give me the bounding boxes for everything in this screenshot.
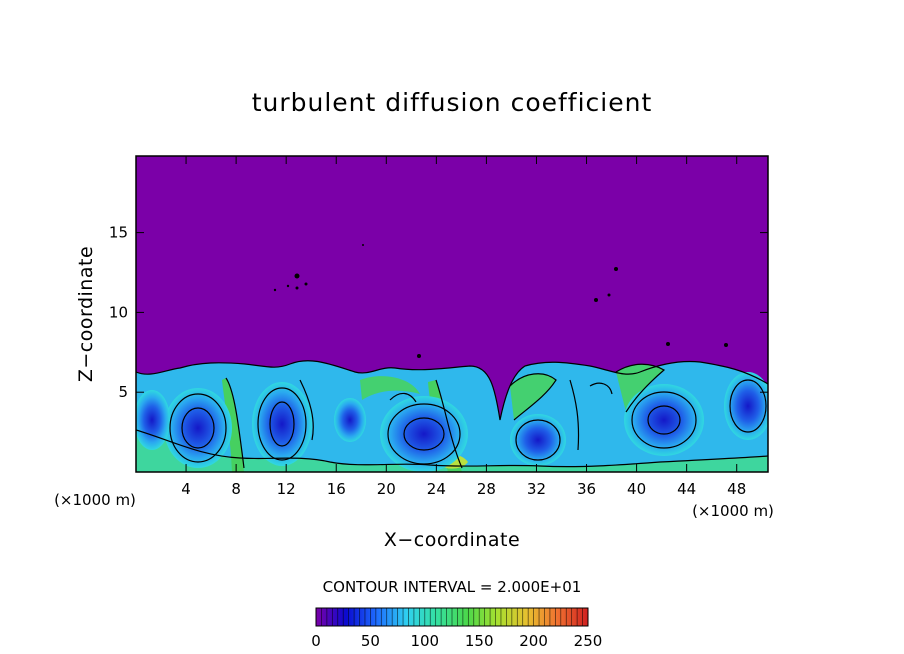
colorbar-tick-label: 0	[311, 632, 321, 650]
vortex-core-8	[334, 398, 366, 442]
x-tick-label: 40	[627, 480, 646, 498]
vortex-core-1	[164, 388, 232, 468]
plot-frame	[135, 155, 769, 473]
green-wave-edge	[616, 364, 664, 412]
x-tick-label: 8	[231, 480, 241, 498]
colorbar-tick-label: 200	[519, 632, 548, 650]
x-tick-label: 24	[427, 480, 446, 498]
isolated-contour-specks	[273, 244, 728, 358]
x-unit-label-right: (×1000 m)	[692, 502, 774, 520]
x-tick-label: 36	[577, 480, 596, 498]
x-tick-label: 20	[377, 480, 396, 498]
colorbar-tick-label: 50	[361, 632, 380, 650]
green-wave-mid	[360, 376, 420, 400]
colorbar-tick-label: 250	[574, 632, 603, 650]
vortex-core-4	[510, 414, 566, 466]
x-tick-label: 12	[277, 480, 296, 498]
colorbar-tick-labels: 0 50 100 150 200 250	[311, 632, 602, 650]
colorbar: 0 50 100 150 200 250	[311, 607, 602, 650]
x-tick-label: 4	[181, 480, 191, 498]
green-column-left	[222, 378, 244, 472]
vortex-core-7	[136, 390, 170, 450]
colorbar-stripes	[321, 608, 583, 626]
x-unit-label-left: (×1000 m)	[54, 491, 136, 509]
x-axis-ticks: 4 8 12 16 20 24 28 32 36 40 44 48	[181, 156, 746, 498]
chart-title: turbulent diffusion coefficient	[252, 88, 653, 117]
contour-interval-label: CONTOUR INTERVAL = 2.000E+01	[323, 578, 582, 596]
turbulence-field	[136, 244, 768, 472]
y-tick-label: 15	[109, 224, 128, 242]
green-wave-right	[510, 373, 556, 420]
contour-lines	[136, 360, 768, 469]
x-axis-title: X−coordinate	[384, 529, 520, 551]
vortex-core-3	[380, 396, 468, 472]
colorbar-tick-label: 150	[465, 632, 494, 650]
vortex-core-5	[624, 384, 704, 456]
y-axis-ticks: 5 10 15	[109, 224, 768, 401]
y-tick-label: 10	[109, 303, 128, 321]
x-tick-label: 48	[727, 480, 746, 498]
x-tick-label: 16	[327, 480, 346, 498]
x-tick-label: 32	[527, 480, 546, 498]
vortex-core-2	[252, 382, 312, 466]
y-axis-title: Z−coordinate	[75, 246, 97, 382]
colorbar-tick-label: 100	[410, 632, 439, 650]
y-tick-label: 5	[118, 383, 128, 401]
x-tick-label: 44	[677, 480, 696, 498]
x-tick-label: 28	[477, 480, 496, 498]
